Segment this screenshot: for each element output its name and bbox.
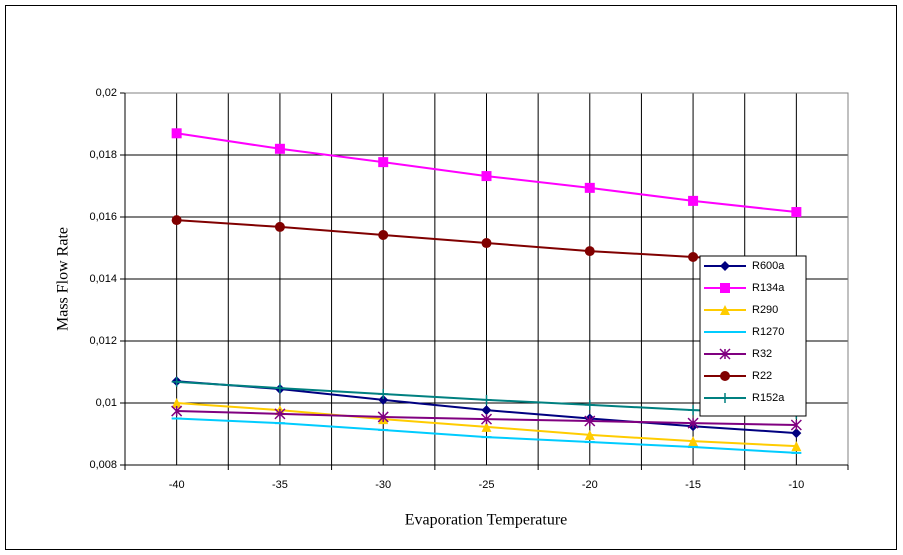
marker bbox=[274, 221, 285, 232]
marker bbox=[687, 417, 699, 429]
marker bbox=[171, 398, 182, 408]
x-tick-label: -30 bbox=[375, 479, 391, 491]
y-axis-title: Mass Flow Rate bbox=[55, 227, 72, 331]
legend-marker bbox=[719, 348, 731, 360]
marker bbox=[790, 419, 802, 431]
marker bbox=[171, 128, 182, 139]
legend-box bbox=[699, 255, 807, 417]
y-tick-label: 0,014 bbox=[89, 273, 117, 285]
y-tick-label: 0,01 bbox=[96, 397, 117, 409]
legend-label: R22 bbox=[752, 370, 772, 382]
marker bbox=[377, 411, 389, 423]
marker bbox=[584, 429, 595, 440]
marker bbox=[584, 415, 596, 427]
x-tick-label: -35 bbox=[272, 479, 288, 491]
marker bbox=[274, 383, 285, 394]
marker bbox=[688, 405, 699, 416]
marker bbox=[481, 421, 492, 432]
marker bbox=[171, 405, 183, 417]
x-tick-label: -15 bbox=[685, 479, 701, 491]
marker bbox=[584, 182, 595, 193]
x-tick-label: -40 bbox=[169, 479, 185, 491]
marker bbox=[688, 251, 699, 262]
marker bbox=[481, 238, 492, 249]
legend-label: R600a bbox=[752, 260, 785, 272]
marker bbox=[274, 408, 286, 420]
marker bbox=[378, 157, 389, 168]
legend-label: R134a bbox=[752, 282, 785, 294]
y-tick-label: 0,02 bbox=[96, 87, 117, 99]
y-tick-label: 0,016 bbox=[89, 211, 117, 223]
marker bbox=[584, 399, 595, 410]
y-tick-label: 0,018 bbox=[89, 149, 117, 161]
marker bbox=[171, 215, 182, 226]
x-tick-label: -10 bbox=[788, 479, 804, 491]
legend-marker bbox=[720, 261, 730, 271]
marker bbox=[378, 394, 389, 405]
x-tick-label: -20 bbox=[582, 479, 598, 491]
marker bbox=[274, 143, 285, 154]
marker bbox=[481, 405, 492, 416]
y-tick-label: 0,012 bbox=[89, 335, 117, 347]
marker bbox=[791, 428, 802, 439]
legend-marker bbox=[720, 393, 730, 403]
legend: R600a R134a R290 R1270 R32 R22 R152a bbox=[699, 255, 807, 417]
marker bbox=[171, 376, 182, 387]
marker bbox=[584, 246, 595, 257]
legend-label: R32 bbox=[752, 348, 772, 360]
legend-label: R152a bbox=[752, 392, 785, 404]
legend-label: R290 bbox=[752, 304, 778, 316]
x-axis-title: Evaporation Temperature bbox=[405, 512, 568, 529]
marker bbox=[791, 441, 802, 452]
legend-marker bbox=[720, 283, 730, 293]
marker bbox=[688, 195, 699, 206]
marker bbox=[480, 413, 493, 425]
x-tick-label: -25 bbox=[479, 479, 495, 491]
marker bbox=[481, 394, 492, 405]
legend-marker bbox=[720, 371, 730, 381]
marker bbox=[791, 207, 802, 218]
marker bbox=[688, 436, 699, 447]
marker bbox=[378, 389, 389, 400]
legend-label: R1270 bbox=[752, 326, 784, 338]
y-tick-label: 0,008 bbox=[89, 459, 117, 471]
marker bbox=[378, 229, 389, 240]
legend-marker bbox=[720, 305, 730, 315]
marker bbox=[481, 171, 492, 182]
